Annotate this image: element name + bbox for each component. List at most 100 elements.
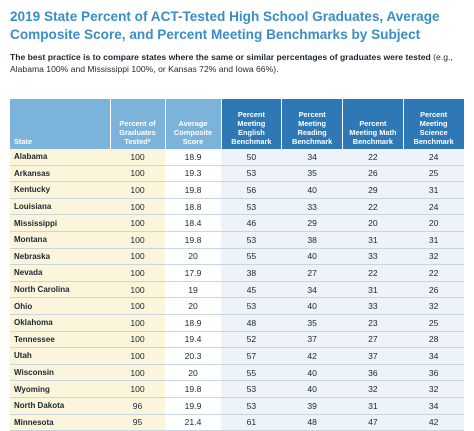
cell-math: 33 — [342, 297, 404, 315]
table-header: State Percent of Graduates Tested* Avera… — [10, 99, 465, 149]
cell-english: 46 — [221, 214, 282, 232]
table-row: Kentucky 100 19.8 56 40 29 31 — [10, 181, 464, 199]
page: 2019 State Percent of ACT-Tested High Sc… — [0, 9, 474, 431]
cell-state: Utah — [10, 347, 110, 365]
cell-english: 53 — [221, 198, 282, 216]
cell-state: Wisconsin — [10, 364, 110, 382]
cell-math: 31 — [342, 397, 404, 415]
cell-percent-tested: 100 — [110, 281, 165, 299]
cell-reading: 40 — [281, 297, 343, 315]
table-row: North Carolina 100 19 45 34 31 26 — [10, 281, 464, 299]
cell-state: North Carolina — [10, 281, 110, 299]
cell-average-composite: 19 — [165, 281, 221, 299]
cell-percent-tested: 100 — [110, 181, 165, 199]
cell-reading: 35 — [281, 314, 343, 332]
cell-reading: 42 — [281, 347, 343, 365]
cell-state: Arkansas — [10, 165, 110, 183]
cell-english: 55 — [221, 248, 282, 266]
table-row: Minnesota 95 21.4 61 48 47 42 — [10, 414, 464, 431]
cell-percent-tested: 100 — [110, 165, 165, 183]
cell-english: 45 — [221, 281, 282, 299]
cell-math: 27 — [342, 331, 404, 349]
cell-state: Mississippi — [10, 214, 110, 232]
table-row: Wisconsin 100 20 55 40 36 36 — [10, 364, 464, 382]
note-example: (e.g., Alabama 100% and Mississippi 100%… — [10, 52, 453, 74]
cell-reading: 40 — [281, 380, 343, 398]
cell-average-composite: 18.9 — [165, 314, 221, 332]
cell-percent-tested: 100 — [110, 364, 165, 382]
cell-average-composite: 19.8 — [165, 181, 221, 199]
cell-math: 22 — [342, 198, 404, 216]
note-bold: The best practice is to compare states w… — [10, 52, 431, 62]
cell-math: 23 — [342, 314, 404, 332]
cell-science: 34 — [403, 347, 464, 365]
report-title: 2019 State Percent of ACT-Tested High Sc… — [10, 9, 440, 42]
header-state: State — [10, 99, 111, 149]
cell-math: 22 — [342, 264, 404, 282]
cell-state: Nebraska — [10, 248, 110, 266]
cell-percent-tested: 100 — [110, 248, 165, 266]
cell-reading: 39 — [281, 397, 343, 415]
cell-reading: 40 — [281, 364, 343, 382]
header-science-benchmark: Percent Meeting Science Benchmark — [403, 99, 465, 149]
table-row: Louisiana 100 18.8 53 33 22 24 — [10, 198, 464, 216]
cell-average-composite: 19.8 — [165, 380, 221, 398]
cell-average-composite: 20.3 — [165, 347, 221, 365]
cell-reading: 40 — [281, 181, 343, 199]
cell-science: 22 — [403, 264, 464, 282]
cell-english: 61 — [221, 414, 282, 431]
cell-math: 29 — [342, 181, 404, 199]
cell-percent-tested: 100 — [110, 314, 165, 332]
cell-reading: 33 — [281, 198, 343, 216]
cell-average-composite: 20 — [165, 364, 221, 382]
cell-science: 32 — [403, 248, 464, 266]
state-results-table: State Percent of Graduates Tested* Avera… — [10, 99, 465, 431]
cell-average-composite: 21.4 — [165, 414, 221, 431]
table-row: Ohio 100 20 53 40 33 32 — [10, 297, 464, 315]
cell-reading: 37 — [281, 331, 343, 349]
cell-percent-tested: 100 — [110, 214, 165, 232]
cell-average-composite: 19.8 — [165, 231, 221, 249]
table-row: Arkansas 100 19.3 53 35 26 25 — [10, 165, 464, 183]
cell-state: Wyoming — [10, 380, 110, 398]
cell-math: 36 — [342, 364, 404, 382]
cell-state: Tennessee — [10, 331, 110, 349]
cell-science: 34 — [403, 397, 464, 415]
header-reading-benchmark: Percent Meeting Reading Benchmark — [281, 99, 343, 149]
cell-science: 25 — [403, 314, 464, 332]
cell-math: 31 — [342, 281, 404, 299]
cell-reading: 27 — [281, 264, 343, 282]
cell-percent-tested: 100 — [110, 380, 165, 398]
cell-reading: 35 — [281, 165, 343, 183]
cell-english: 53 — [221, 397, 282, 415]
cell-reading: 34 — [281, 281, 343, 299]
cell-science: 24 — [403, 198, 464, 216]
cell-science: 36 — [403, 364, 464, 382]
cell-english: 53 — [221, 231, 282, 249]
cell-average-composite: 18.8 — [165, 198, 221, 216]
cell-science: 28 — [403, 331, 464, 349]
cell-average-composite: 19.3 — [165, 165, 221, 183]
cell-state: Kentucky — [10, 181, 110, 199]
cell-state: North Dakota — [10, 397, 110, 415]
table-row: Wyoming 100 19.8 53 40 32 32 — [10, 380, 464, 398]
header-english-benchmark: Percent Meeting English Benchmark — [221, 99, 283, 149]
header-average-composite: Average Composite Score — [165, 99, 222, 149]
cell-state: Nevada — [10, 264, 110, 282]
cell-math: 22 — [342, 149, 404, 166]
cell-reading: 34 — [281, 149, 343, 166]
cell-reading: 48 — [281, 414, 343, 431]
cell-state: Montana — [10, 231, 110, 249]
comparison-note: The best practice is to compare states w… — [0, 43, 474, 75]
cell-average-composite: 17.9 — [165, 264, 221, 282]
cell-percent-tested: 100 — [110, 231, 165, 249]
table-row: Nevada 100 17.9 38 27 22 22 — [10, 264, 464, 282]
cell-math: 31 — [342, 231, 404, 249]
cell-state: Alabama — [10, 149, 110, 166]
cell-english: 52 — [221, 331, 282, 349]
cell-percent-tested: 100 — [110, 347, 165, 365]
cell-science: 24 — [403, 149, 464, 166]
cell-english: 53 — [221, 380, 282, 398]
cell-english: 53 — [221, 165, 282, 183]
cell-english: 57 — [221, 347, 282, 365]
